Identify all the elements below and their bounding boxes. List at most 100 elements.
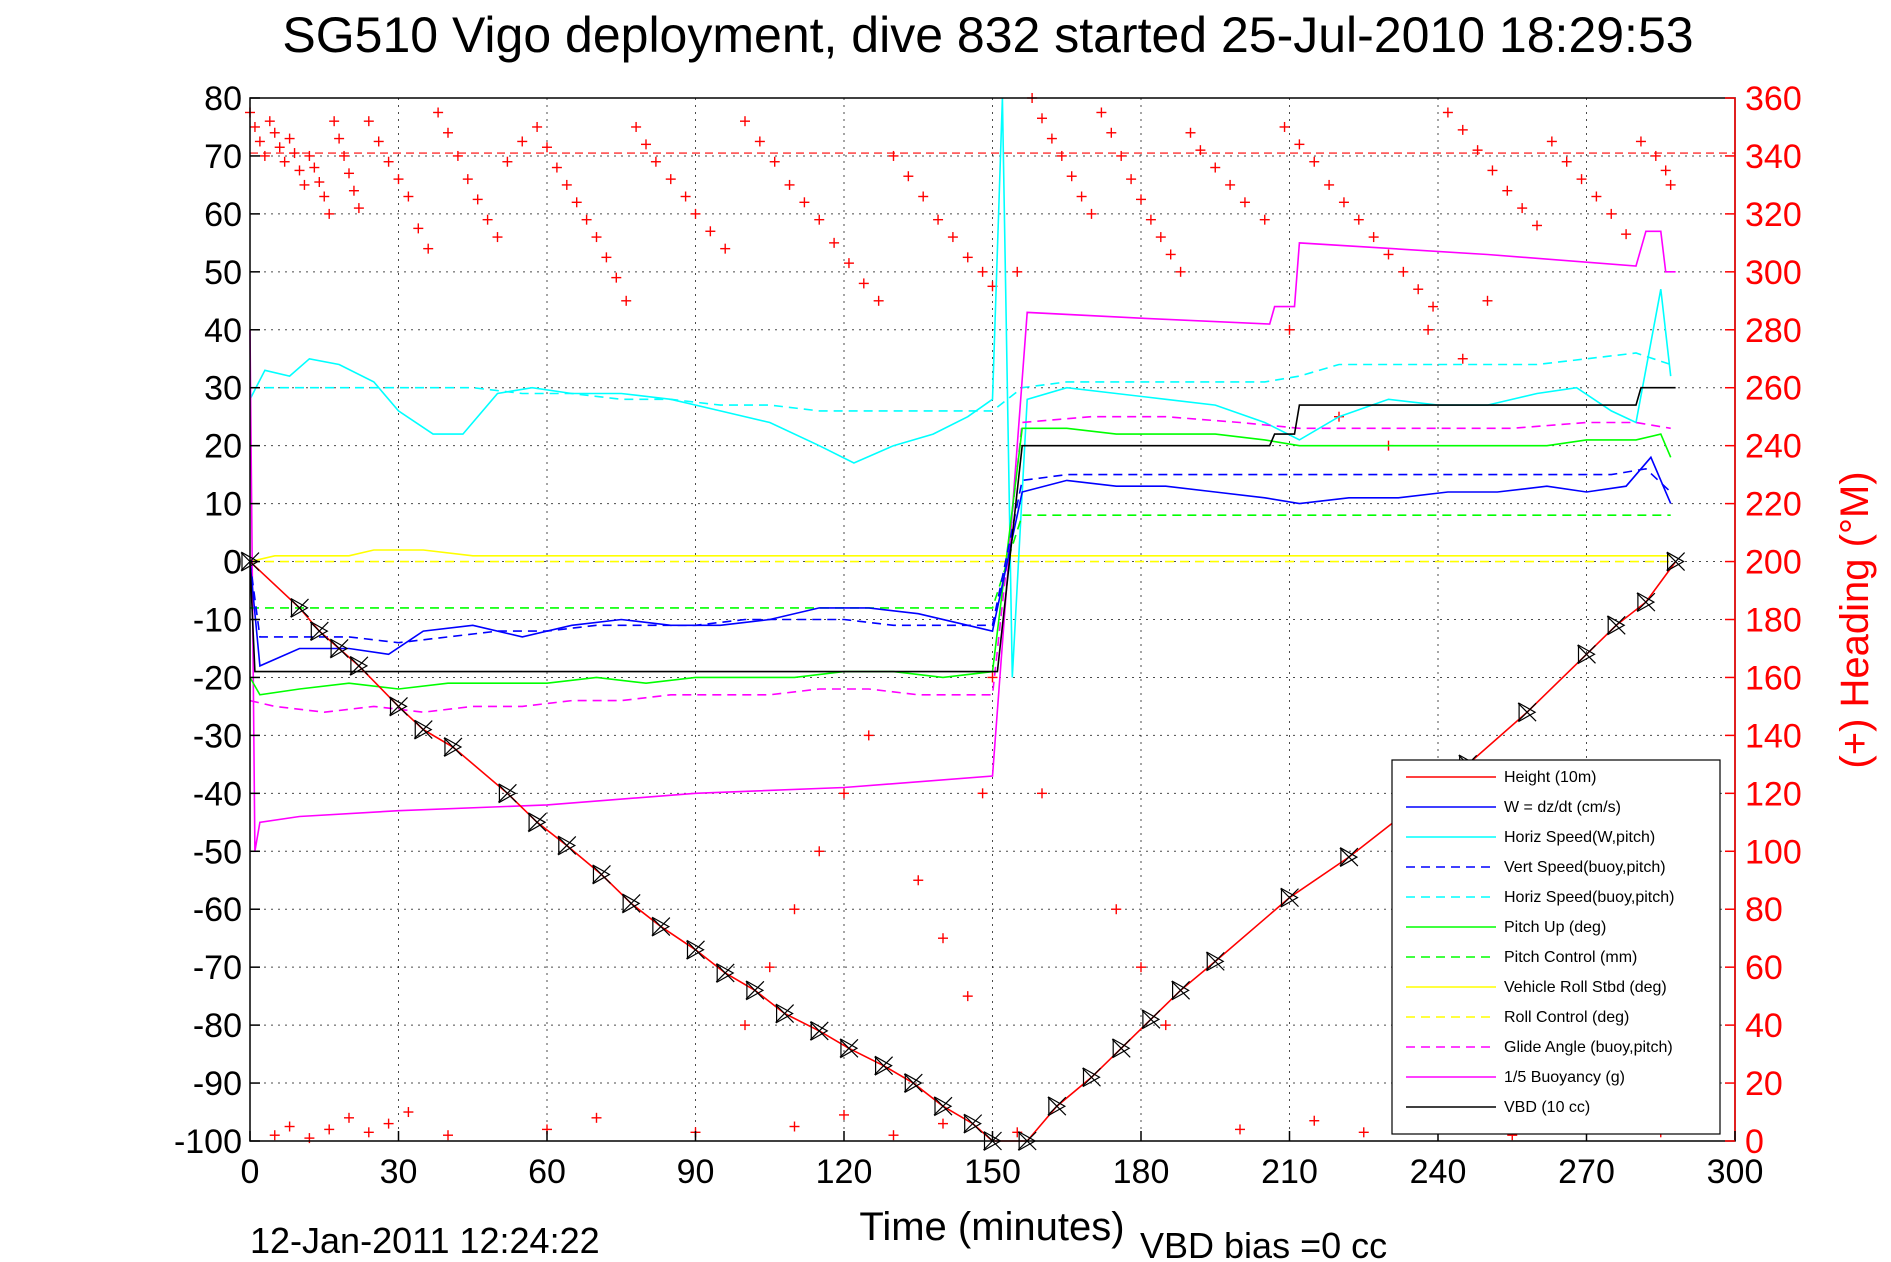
y-tick-label: 40 bbox=[204, 312, 242, 350]
y-tick-label: -70 bbox=[193, 949, 242, 987]
legend-label: VBD (10 cc) bbox=[1504, 1099, 1590, 1116]
height-marker bbox=[652, 916, 671, 937]
height-marker bbox=[1082, 1067, 1101, 1087]
height-marker bbox=[1577, 644, 1596, 664]
height-marker bbox=[1517, 702, 1537, 722]
height-marker bbox=[651, 917, 671, 937]
height-marker bbox=[964, 1113, 982, 1134]
height-marker bbox=[310, 621, 329, 642]
height-marker bbox=[527, 812, 547, 832]
height-marker bbox=[716, 962, 735, 983]
height-marker bbox=[839, 1038, 859, 1058]
series-w-dz-dt-cm-s bbox=[249, 455, 1672, 668]
y-right-tick-label: 100 bbox=[1745, 833, 1802, 871]
height-marker bbox=[904, 1073, 923, 1094]
height-marker bbox=[443, 737, 463, 757]
y-axis-right: 3603403203002802602402202001801601401201… bbox=[1725, 80, 1802, 1161]
height-marker bbox=[1577, 644, 1596, 665]
plot-area bbox=[240, 93, 1735, 1152]
y-right-tick-label: 240 bbox=[1745, 428, 1802, 466]
height-marker bbox=[686, 940, 705, 960]
y-tick-label: 10 bbox=[204, 486, 242, 524]
x-tick-label: 210 bbox=[1261, 1153, 1318, 1191]
legend-label: 1/5 Buoyancy (g) bbox=[1504, 1069, 1625, 1086]
x-tick-label: 90 bbox=[677, 1153, 715, 1191]
height-marker bbox=[592, 864, 611, 885]
height-marker bbox=[497, 783, 517, 803]
x-tick-label: 30 bbox=[380, 1153, 418, 1191]
series-vbd-10-cc bbox=[249, 386, 1676, 673]
y-right-tick-label: 260 bbox=[1745, 370, 1802, 408]
height-marker bbox=[1141, 1009, 1161, 1029]
x-tick-label: 270 bbox=[1558, 1153, 1615, 1191]
height-marker bbox=[1205, 951, 1225, 971]
y-tick-label: -80 bbox=[193, 1007, 242, 1045]
height-marker bbox=[350, 655, 369, 676]
legend-label: Roll Control (deg) bbox=[1504, 1009, 1629, 1026]
x-tick-label: 240 bbox=[1410, 1153, 1467, 1191]
height-marker bbox=[874, 1055, 893, 1076]
height-marker bbox=[1518, 702, 1537, 723]
legend-label: W = dz/dt (cm/s) bbox=[1504, 799, 1621, 816]
legend-label: Vehicle Roll Stbd (deg) bbox=[1504, 979, 1667, 996]
y-right-tick-label: 220 bbox=[1745, 486, 1802, 524]
height-marker bbox=[498, 783, 517, 804]
y-tick-label: -60 bbox=[193, 891, 242, 929]
legend-label: Height (10m) bbox=[1504, 769, 1596, 786]
height-marker bbox=[1048, 1096, 1067, 1117]
x-tick-label: 180 bbox=[1113, 1153, 1170, 1191]
legend-label: Horiz Speed(buoy,pitch) bbox=[1504, 889, 1674, 906]
legend-box bbox=[1391, 759, 1721, 1135]
height-marker bbox=[1666, 551, 1685, 572]
height-marker bbox=[963, 1114, 983, 1134]
height-marker bbox=[775, 1003, 794, 1024]
y-right-tick-label: 120 bbox=[1745, 775, 1802, 813]
height-marker bbox=[746, 980, 765, 1001]
height-marker bbox=[290, 597, 309, 618]
height-marker bbox=[1112, 1038, 1131, 1059]
height-marker bbox=[1142, 1009, 1161, 1030]
height-marker bbox=[1636, 592, 1656, 612]
height-marker bbox=[557, 836, 577, 855]
height-marker bbox=[1206, 951, 1225, 972]
series-horiz-speed-buoy-pitch bbox=[250, 352, 1671, 412]
series-glide-angle-buoy-pitch bbox=[249, 415, 1671, 714]
y-right-tick-label: 280 bbox=[1745, 312, 1802, 350]
height-marker bbox=[414, 719, 433, 740]
y-tick-label: -50 bbox=[193, 833, 242, 871]
height-marker bbox=[621, 894, 641, 913]
x-tick-label: 0 bbox=[241, 1153, 260, 1191]
height-marker bbox=[349, 656, 369, 676]
height-marker bbox=[290, 598, 309, 618]
x-tick-label: 150 bbox=[964, 1153, 1021, 1191]
y-tick-label: -20 bbox=[193, 659, 242, 697]
y-axis-right-label: (+) Heading (°M) bbox=[1833, 471, 1877, 768]
height-marker bbox=[622, 893, 641, 914]
height-marker bbox=[330, 638, 349, 659]
y-right-tick-label: 320 bbox=[1745, 196, 1802, 234]
height-marker bbox=[1637, 592, 1656, 613]
y-right-tick-label: 20 bbox=[1745, 1065, 1783, 1103]
height-marker bbox=[1280, 888, 1299, 908]
height-marker bbox=[1171, 980, 1191, 1000]
y-tick-label: -100 bbox=[174, 1123, 242, 1161]
height-marker bbox=[1171, 980, 1190, 1001]
y-right-tick-label: 140 bbox=[1745, 717, 1802, 755]
height-marker bbox=[933, 1096, 953, 1116]
y-tick-label: 50 bbox=[204, 254, 242, 292]
legend: Height (10m) W = dz/dt (cm/s) Horiz Speed(… bbox=[1391, 759, 1721, 1135]
height-marker bbox=[715, 963, 735, 983]
height-marker bbox=[1082, 1067, 1101, 1088]
height-marker bbox=[1339, 847, 1359, 867]
height-marker bbox=[840, 1038, 859, 1059]
y-right-tick-label: 180 bbox=[1745, 602, 1802, 640]
height-marker bbox=[775, 1004, 795, 1023]
height-marker bbox=[934, 1096, 953, 1117]
height-marker bbox=[1607, 615, 1626, 636]
y-right-tick-label: 160 bbox=[1745, 659, 1802, 697]
y-tick-label: -30 bbox=[193, 717, 242, 755]
height-marker bbox=[903, 1073, 923, 1093]
footer-vbd-bias: VBD bias =0 cc bbox=[1140, 1225, 1387, 1262]
y-right-tick-label: 360 bbox=[1745, 80, 1802, 118]
